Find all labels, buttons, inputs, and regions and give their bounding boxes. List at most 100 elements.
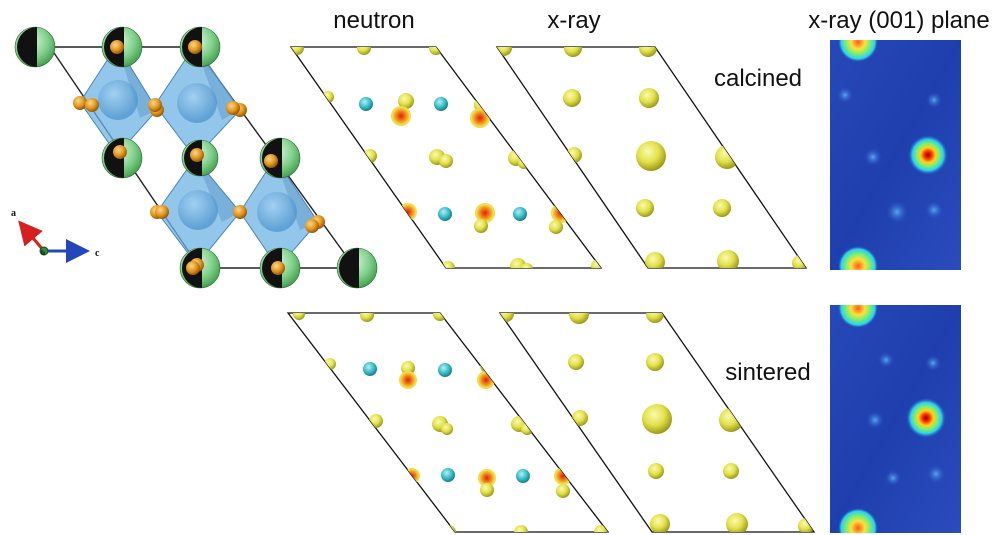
row-label-calcined: calcined xyxy=(714,65,802,92)
map-faint-spot xyxy=(925,355,941,371)
density-lobe xyxy=(293,313,305,320)
density-lobe xyxy=(521,423,533,435)
density-lobe xyxy=(521,263,533,268)
density-lobe xyxy=(650,514,670,532)
density-lobe xyxy=(572,410,588,426)
density-lobe xyxy=(322,91,334,103)
density-lobe xyxy=(642,404,672,434)
oxygen-atom xyxy=(305,219,319,233)
panel-neutron-sintered xyxy=(286,312,610,533)
b-site-atom xyxy=(98,80,138,120)
density-lobe xyxy=(713,199,731,217)
map-peak-strong xyxy=(908,135,948,175)
map-peak xyxy=(838,508,878,533)
density-lobe xyxy=(726,513,748,532)
map-peak xyxy=(838,40,878,62)
oxygen-atom xyxy=(186,261,200,275)
map-peak-strong xyxy=(906,398,946,438)
density-lobe xyxy=(549,220,563,234)
density-peak-strong xyxy=(478,469,496,487)
oxygen-atom xyxy=(190,148,204,162)
density-lobe xyxy=(636,141,666,171)
density-peak-strong xyxy=(470,108,490,128)
oxygen-atom xyxy=(148,98,162,112)
density-lobe xyxy=(398,93,414,109)
b-site-atom xyxy=(178,190,218,230)
header-xray-plane: x-ray (001) plane xyxy=(808,7,989,34)
density-peak-strong xyxy=(554,467,572,485)
density-lobe xyxy=(717,250,739,268)
density-lobe xyxy=(480,483,494,497)
density-features xyxy=(497,47,806,268)
density-peak-strong xyxy=(551,203,571,223)
density-lobe-negative xyxy=(513,207,527,221)
panel-neutron-calcined xyxy=(289,46,603,269)
density-lobe xyxy=(442,525,456,532)
density-lobe xyxy=(556,484,570,498)
density-lobe xyxy=(474,219,488,233)
density-lobe xyxy=(645,252,665,268)
axis-a-label: a xyxy=(11,208,16,219)
a-site-dark-half xyxy=(17,27,37,67)
header-xray: x-ray xyxy=(547,7,600,34)
density-lobe xyxy=(360,313,374,322)
density-peak-strong xyxy=(475,203,495,223)
density-lobe xyxy=(648,463,664,479)
b-site-atom xyxy=(177,83,217,123)
density-lobe xyxy=(639,88,659,108)
density-lobe xyxy=(646,313,664,323)
oxygen-atom xyxy=(264,154,278,168)
a-site-dark-half xyxy=(339,248,359,288)
density-lobe xyxy=(480,359,494,373)
map-calcined xyxy=(830,40,961,270)
map-features xyxy=(837,40,948,270)
density-lobe-negative xyxy=(359,97,373,111)
oxygen-atoms xyxy=(73,40,325,275)
density-lobe xyxy=(715,145,739,169)
density-lobe-negative xyxy=(441,468,455,482)
map-sintered xyxy=(830,305,961,533)
map-faint-spot xyxy=(878,352,894,368)
axis-b-dot xyxy=(39,246,49,256)
map-peak xyxy=(838,305,878,328)
density-lobe xyxy=(568,354,584,370)
density-lobe xyxy=(563,89,581,107)
density-lobe xyxy=(401,361,415,375)
oxygen-atom xyxy=(188,40,202,54)
density-lobe xyxy=(369,414,383,428)
density-lobe xyxy=(636,199,654,217)
axis-b-label: b xyxy=(41,249,45,257)
density-features xyxy=(293,313,608,532)
axis-a-arrow xyxy=(18,220,46,252)
density-features xyxy=(291,47,601,268)
oxygen-atom xyxy=(73,96,87,110)
oxygen-atom xyxy=(155,205,169,219)
map-faint-spot xyxy=(885,470,901,486)
oxygen-atom xyxy=(271,261,285,275)
density-lobe xyxy=(497,47,512,56)
oxygen-atom xyxy=(85,98,99,112)
density-lobe xyxy=(441,261,455,268)
axes-triad: a b c xyxy=(11,208,100,263)
oxygen-atom xyxy=(113,145,127,159)
density-lobe xyxy=(514,525,528,532)
header-neutron: neutron xyxy=(333,7,414,34)
panel-xray-calcined xyxy=(495,46,808,269)
density-lobe xyxy=(291,47,304,55)
map-peak xyxy=(838,246,878,270)
density-features xyxy=(500,313,814,532)
oxygen-atom xyxy=(110,40,124,54)
b-site-atoms xyxy=(98,80,297,232)
density-lobe xyxy=(439,154,453,168)
density-lobe xyxy=(594,525,608,532)
panel-outline xyxy=(286,312,610,533)
map-faint-spot xyxy=(925,201,943,219)
density-lobe xyxy=(591,259,601,268)
map-faint-spot xyxy=(886,201,908,223)
row-label-sintered: sintered xyxy=(725,359,810,386)
density-peak-strong xyxy=(399,371,417,389)
density-lobe-negative xyxy=(438,207,452,221)
map-faint-spot xyxy=(866,411,884,429)
oxygen-atom xyxy=(233,205,247,219)
